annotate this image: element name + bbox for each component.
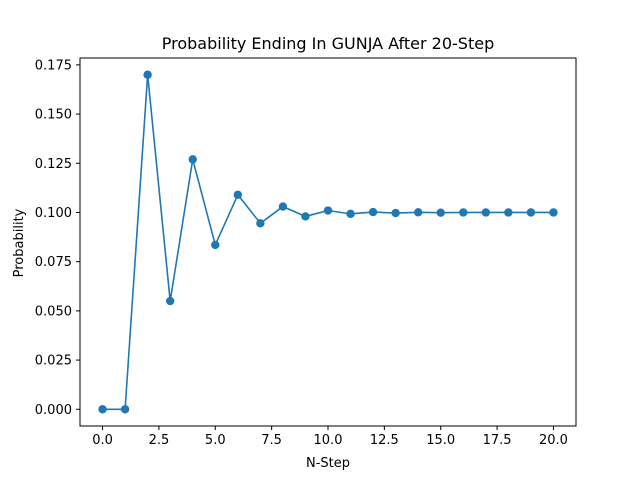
x-tick-label: 5.0 (205, 433, 226, 448)
x-axis-ticks: 0.0 2.5 5.0 7.5 10.0 12.5 15.0 17.5 20.0 (92, 426, 568, 448)
data-point (233, 190, 243, 199)
data-point (368, 207, 378, 217)
x-tick-label: 17.5 (483, 433, 512, 448)
y-axis-label: Probability (12, 208, 27, 277)
data-point (481, 208, 491, 217)
data-point (301, 212, 310, 221)
x-tick-label: 15.0 (426, 433, 455, 448)
x-axis-label: N-Step (306, 456, 350, 471)
x-tick-label: 20.0 (539, 433, 568, 448)
x-tick-label: 7.5 (261, 433, 282, 448)
plot-frame (79, 57, 577, 427)
data-point (459, 208, 468, 217)
data-point (391, 208, 400, 218)
data-point (143, 70, 152, 79)
x-tick-label: 0.0 (92, 433, 113, 448)
y-tick-label: 0.025 (35, 354, 72, 369)
data-point (120, 405, 130, 414)
y-tick-label: 0.125 (35, 157, 72, 172)
x-tick-label: 2.5 (149, 433, 170, 448)
data-point (98, 405, 107, 414)
x-tick-label: 12.5 (370, 433, 399, 448)
data-point (526, 208, 536, 217)
data-point (436, 208, 445, 217)
y-tick-label: 0.100 (35, 206, 72, 221)
data-point (278, 202, 288, 211)
data-point (413, 208, 423, 217)
x-tick-label: 10.0 (314, 433, 343, 448)
data-point (211, 240, 220, 250)
chart-title: Probability Ending In GUNJA After 20-Ste… (162, 34, 494, 53)
data-point (504, 208, 513, 217)
data-point (188, 155, 197, 164)
y-tick-label: 0.000 (35, 403, 72, 418)
y-tick-label: 0.175 (35, 58, 72, 73)
series-layer (98, 70, 558, 414)
y-tick-label: 0.150 (35, 108, 72, 123)
data-point (323, 206, 333, 215)
y-tick-label: 0.050 (35, 304, 72, 319)
data-point (165, 296, 175, 306)
data-point (549, 208, 558, 217)
data-point (346, 209, 355, 219)
data-point (256, 219, 265, 228)
y-tick-label: 0.075 (35, 255, 72, 270)
y-axis-ticks: 0.000 0.025 0.050 0.075 0.100 0.125 0.150 0.175 (35, 58, 80, 418)
